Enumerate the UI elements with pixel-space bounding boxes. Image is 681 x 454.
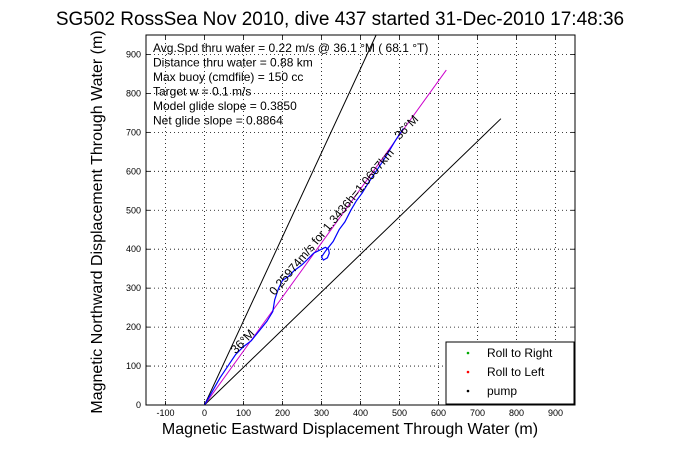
plot-frame	[145, 34, 576, 406]
legend-marker	[466, 389, 470, 393]
x-axis-label: Magnetic Eastward Displacement Through W…	[162, 421, 538, 438]
series-line-2	[204, 69, 447, 405]
series-line-1	[204, 118, 502, 405]
series-line-0	[204, 35, 377, 405]
plot-area: -100 0 100 200 300 400 500 600 700 800 900 0 100 200 3…	[126, 34, 576, 418]
y-tick-label: 100	[126, 361, 141, 371]
legend-label: Roll to Right	[487, 346, 553, 360]
legend-marker	[466, 370, 470, 374]
x-tick-label: 0	[202, 408, 207, 418]
legend-label: Roll to Left	[487, 365, 545, 379]
y-tick-label: 400	[126, 244, 141, 254]
y-tick-label: 0	[136, 400, 141, 410]
annotation-line: Target w = 0.1 m/s	[153, 85, 251, 99]
x-tick-label: 100	[236, 408, 251, 418]
chart-title: SG502 RossSea Nov 2010, dive 437 started…	[56, 9, 624, 30]
x-tick-label: -100	[156, 408, 174, 418]
y-tick-label: 300	[126, 283, 141, 293]
legend-marker	[466, 351, 470, 355]
legend-label: pump	[487, 384, 517, 398]
annotation-line: Net glide slope = 0.8864	[153, 114, 283, 128]
y-tick-label: 700	[126, 127, 141, 137]
y-tick-label: 800	[126, 88, 141, 98]
series-line-3	[203, 128, 404, 405]
y-tick-label: 600	[126, 166, 141, 176]
y-axis-label: Magnetic Northward Displacement Through …	[89, 30, 106, 413]
x-tick-label: 700	[470, 408, 485, 418]
annotation-line: Model glide slope = 0.3850	[153, 99, 297, 113]
y-tick-label: 200	[126, 322, 141, 332]
y-tick-label: 900	[126, 49, 141, 59]
annotation-line: Max buoy (cmdfile) = 150 cc	[153, 70, 303, 84]
x-tick-label: 600	[431, 408, 446, 418]
annotation-line: Avg.Spd thru water = 0.22 m/s @ 36.1 °M …	[153, 41, 428, 55]
x-tick-label: 400	[353, 408, 368, 418]
y-tick-label: 500	[126, 205, 141, 215]
annotation-line: Distance thru water = 0.88 km	[153, 56, 313, 70]
x-tick-label: 900	[548, 408, 563, 418]
x-tick-label: 200	[275, 408, 290, 418]
x-tick-label: 300	[314, 408, 329, 418]
x-tick-label: 800	[509, 408, 524, 418]
x-tick-label: 500	[392, 408, 407, 418]
